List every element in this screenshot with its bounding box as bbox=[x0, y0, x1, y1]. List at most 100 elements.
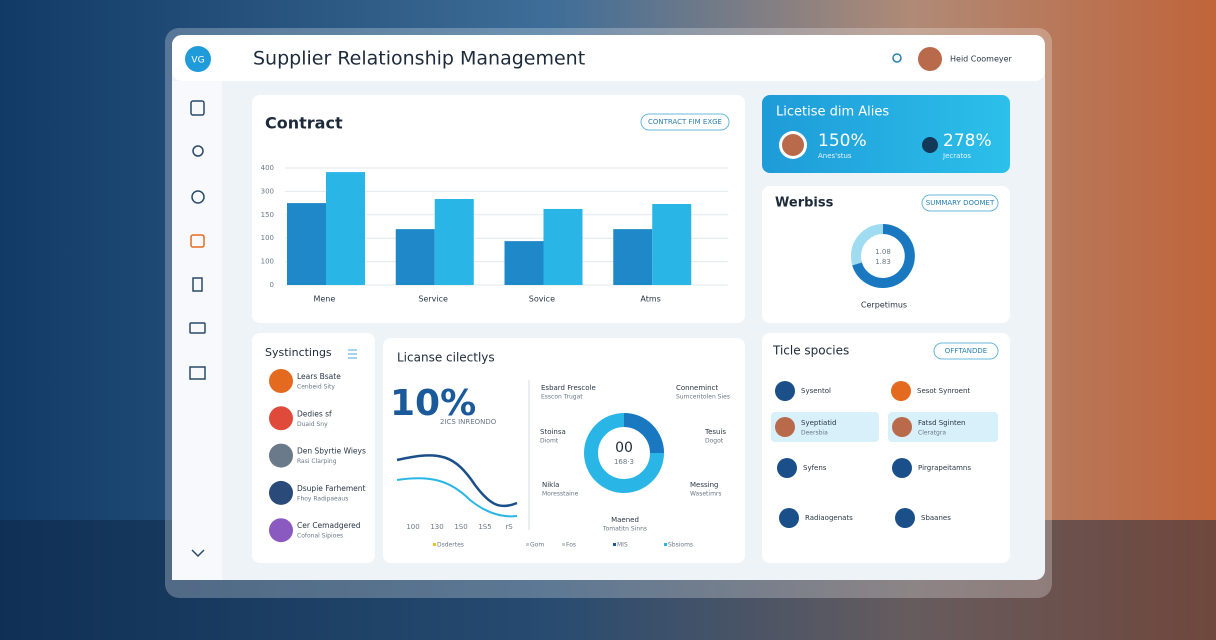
line-dark bbox=[396, 454, 518, 508]
item-icon[interactable] bbox=[892, 458, 912, 478]
legend-swatch bbox=[526, 543, 529, 546]
donut-center: 168·3 bbox=[614, 458, 634, 466]
stat-label: Jecratos bbox=[942, 152, 971, 160]
item-icon[interactable] bbox=[269, 518, 293, 543]
donut-label: Tesuis bbox=[704, 428, 726, 436]
legend-label: Dsdertes bbox=[437, 542, 464, 549]
avatar[interactable] bbox=[918, 47, 942, 71]
item-name: Syfens bbox=[803, 464, 827, 472]
item-icon[interactable] bbox=[891, 381, 911, 401]
line-light bbox=[396, 477, 518, 518]
item-icon[interactable] bbox=[269, 369, 293, 393]
bar bbox=[613, 229, 653, 285]
item-icon[interactable] bbox=[892, 417, 912, 437]
species-title: Ticle spocies bbox=[772, 344, 849, 358]
menu-icon[interactable] bbox=[348, 349, 357, 359]
item-icon[interactable] bbox=[775, 381, 795, 401]
item-name: Radiaogenats bbox=[805, 514, 853, 522]
item-sub: Cleratgra bbox=[918, 430, 946, 437]
donut-label-sub: Diomt bbox=[540, 438, 559, 445]
item-sub: Deersbia bbox=[801, 430, 828, 437]
legend-swatch bbox=[613, 543, 616, 546]
donut-label-sub: Dogot bbox=[705, 438, 724, 445]
sidebar bbox=[172, 81, 222, 580]
bar bbox=[652, 203, 692, 285]
donut-center: 1.08 bbox=[875, 248, 891, 256]
item-name: Sesot Synroent bbox=[917, 387, 970, 395]
stats-title: Licetise dim Alies bbox=[776, 105, 889, 120]
legend-label: Sbsioms bbox=[668, 542, 693, 549]
legend-label: MIS bbox=[617, 542, 628, 549]
systinctings-title: Systinctings bbox=[265, 346, 332, 359]
species-card bbox=[762, 333, 1010, 563]
x-tick-label: Mene bbox=[313, 295, 335, 304]
legend-label: Fos bbox=[566, 542, 576, 549]
werbiss-title: Werbiss bbox=[775, 196, 834, 211]
item-icon[interactable] bbox=[269, 406, 293, 431]
x-tick-label: Sovice bbox=[529, 295, 555, 304]
species-row-highlight[interactable] bbox=[771, 412, 879, 442]
x-tick-label: 1S5 bbox=[478, 523, 491, 531]
item-sub: Fhoy Radipaeaus bbox=[297, 495, 348, 502]
app-title: Supplier Relationship Management bbox=[253, 48, 585, 70]
legend-swatch bbox=[433, 543, 436, 546]
donut-center: 00 bbox=[615, 440, 633, 456]
y-tick-label: 300 bbox=[261, 187, 274, 195]
y-tick-label: 100 bbox=[261, 258, 274, 266]
legend-swatch bbox=[562, 543, 565, 546]
y-tick-label: 0 bbox=[270, 281, 274, 289]
license-donut-arc bbox=[623, 413, 664, 454]
item-name: Sysentol bbox=[801, 387, 831, 395]
x-tick-label: Service bbox=[418, 295, 448, 304]
item-icon[interactable] bbox=[269, 480, 293, 505]
x-tick-label: 130 bbox=[430, 523, 443, 531]
bar bbox=[504, 241, 544, 285]
species-button[interactable] bbox=[933, 342, 999, 360]
search-icon[interactable] bbox=[892, 53, 902, 63]
item-name: Sbaanes bbox=[921, 514, 951, 522]
item-sub: Rasi Clarping bbox=[297, 458, 337, 465]
x-tick-label: rS bbox=[505, 523, 513, 531]
stats-icon bbox=[922, 137, 938, 153]
donut-label-sub: Tomatitn Sinns bbox=[602, 526, 647, 533]
license-big-sub: 2ICS INREONDO bbox=[440, 418, 497, 426]
donut-label: Nikla bbox=[542, 481, 559, 489]
user-name: Heid Coomeyer bbox=[950, 55, 1013, 64]
item-sub: Duaid Sny bbox=[297, 421, 328, 428]
donut-center: 1.83 bbox=[875, 258, 891, 266]
item-name: Lears Bsate bbox=[297, 372, 341, 381]
contract-button[interactable] bbox=[640, 113, 730, 131]
werbiss-button[interactable] bbox=[921, 194, 999, 212]
species-row-highlight[interactable] bbox=[888, 412, 998, 442]
stats-avatar-face bbox=[782, 134, 804, 156]
license-title: Licanse cilectlys bbox=[397, 351, 495, 365]
item-icon[interactable] bbox=[895, 508, 915, 528]
item-name: Syeptiatid bbox=[801, 419, 836, 427]
item-name: Fatsd Sginten bbox=[918, 419, 966, 427]
legend-swatch bbox=[664, 543, 667, 546]
logo-text: VG bbox=[191, 56, 204, 66]
item-name: Pirgrapeitamns bbox=[918, 464, 971, 472]
stat-value: 150% bbox=[818, 131, 867, 151]
item-icon[interactable] bbox=[779, 508, 799, 528]
species-button-text: OFFTANDDE bbox=[945, 347, 987, 355]
item-icon[interactable] bbox=[269, 443, 293, 468]
bar bbox=[543, 208, 583, 285]
bar bbox=[287, 203, 326, 285]
legend-label: Gom bbox=[530, 542, 544, 549]
werbiss-donut-arc bbox=[852, 224, 915, 288]
x-tick-label: 100 bbox=[406, 523, 419, 531]
donut-label-sub: Esscon Trugat bbox=[541, 394, 583, 401]
sidebar-icons[interactable] bbox=[189, 100, 206, 558]
werbiss-caption: Cerpetimus bbox=[861, 301, 907, 310]
contract-button-text: CONTRACT FIM EXGE bbox=[648, 118, 722, 126]
bar bbox=[326, 172, 365, 285]
donut-label-sub: Sumceritolen Sies bbox=[676, 394, 730, 401]
donut-label: Esbard Frescole bbox=[541, 384, 596, 392]
donut-label-sub: Wasetimrs bbox=[690, 491, 722, 498]
item-icon[interactable] bbox=[777, 458, 797, 478]
item-icon[interactable] bbox=[775, 417, 795, 437]
contract-title: Contract bbox=[265, 114, 343, 133]
donut-label: Stoinsa bbox=[540, 428, 566, 436]
item-name: Cer Cemadgered bbox=[297, 521, 361, 530]
